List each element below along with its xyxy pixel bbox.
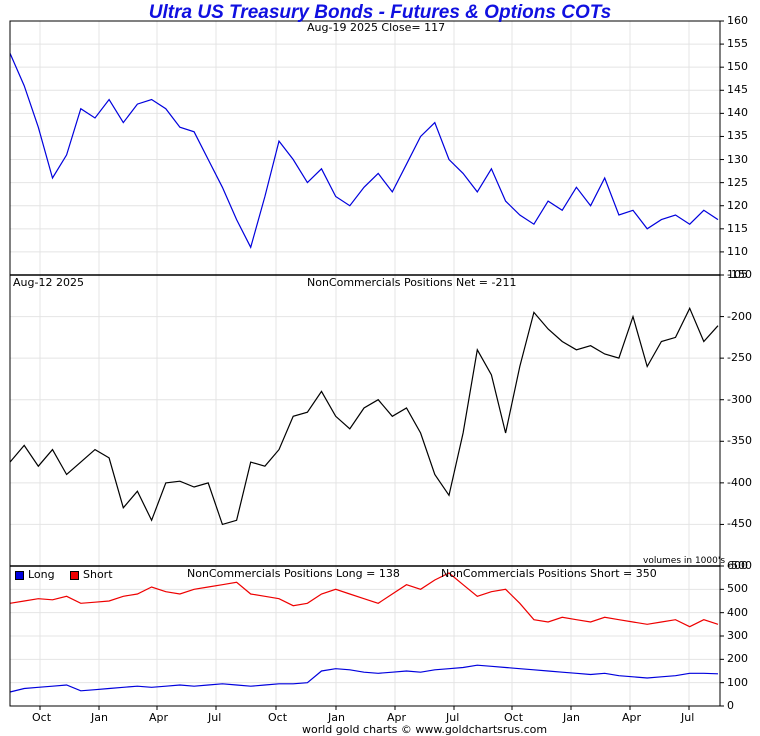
net-ytick-label: -200: [727, 309, 752, 323]
price-ytick-label: 105: [727, 268, 748, 281]
price-ytick-label: 145: [727, 83, 748, 97]
legend-short-text: Short: [83, 568, 113, 581]
footer-credit: world gold charts © www.goldchartsrus.co…: [302, 723, 548, 736]
xtick-label: Jan: [91, 711, 108, 724]
net-ytick-label: -150: [727, 268, 752, 281]
price-ytick-label: 120: [727, 198, 748, 212]
volumes-note: volumes in 1000's: [643, 556, 726, 566]
positions-ytick-label: 100: [727, 675, 748, 689]
legend-short: Short: [70, 568, 113, 581]
price-panel-label: Aug-19 2025 Close= 117: [307, 21, 446, 34]
panel-frame-0: [9, 20, 721, 276]
xtick-label: Apr: [622, 711, 642, 724]
price-ytick-label: 140: [727, 106, 748, 120]
legend-short-swatch: [70, 570, 79, 580]
price-ytick-label: 115: [727, 221, 748, 235]
net-ytick-label: -400: [727, 475, 752, 489]
net-date-label: Aug-12 2025: [13, 276, 84, 289]
legend-long: Long: [15, 568, 55, 581]
positions-ytick-label: 500: [727, 582, 748, 596]
long-panel-label: NonCommercials Positions Long = 138: [187, 567, 400, 580]
xtick-label: Oct: [32, 711, 52, 724]
xtick-label: Jul: [681, 711, 695, 724]
price-ytick-label: 110: [727, 244, 748, 258]
chart-title: Ultra US Treasury Bonds - Futures & Opti…: [148, 2, 612, 23]
legend-long-swatch: [15, 570, 24, 580]
positions-ytick-label: 0: [727, 699, 734, 712]
positions-ytick-label: 400: [727, 605, 748, 619]
xtick-label: Jan: [563, 711, 580, 724]
net-ytick-label: -450: [727, 517, 752, 531]
xtick-label: Oct: [504, 711, 524, 724]
net-ytick-label: -500: [727, 559, 752, 572]
xtick-label: Jul: [446, 711, 460, 724]
xtick-label: Jan: [328, 711, 345, 724]
xtick-label: Apr: [387, 711, 407, 724]
price-ytick-label: 135: [727, 129, 748, 143]
price-ytick-label: 125: [727, 175, 748, 189]
positions-ytick-label: 600: [727, 559, 748, 572]
panel-frame-1: [9, 274, 721, 567]
positions-ytick-label: 300: [727, 629, 748, 642]
positions-series-short: [9, 572, 719, 628]
price-ytick-label: 150: [727, 60, 748, 74]
net-series-line: [9, 306, 719, 526]
net-panel-label: NonCommercials Positions Net = -211: [307, 276, 517, 289]
net-ytick-label: -350: [727, 434, 752, 448]
positions-ytick-label: 200: [727, 652, 748, 666]
price-ytick-label: 155: [727, 37, 748, 51]
positions-series-long: [9, 664, 719, 693]
net-ytick-label: -300: [727, 392, 752, 406]
legend-long-text: Long: [28, 568, 55, 581]
net-ytick-label: -250: [727, 351, 752, 365]
xtick-label: Apr: [149, 711, 169, 724]
short-panel-label: NonCommercials Positions Short = 350: [441, 567, 657, 580]
price-ytick-label: 130: [727, 152, 748, 166]
xtick-label: Oct: [268, 711, 288, 724]
price-series-line: [9, 53, 719, 249]
price-ytick-label: 160: [727, 14, 748, 27]
xtick-label: Jul: [208, 711, 222, 724]
